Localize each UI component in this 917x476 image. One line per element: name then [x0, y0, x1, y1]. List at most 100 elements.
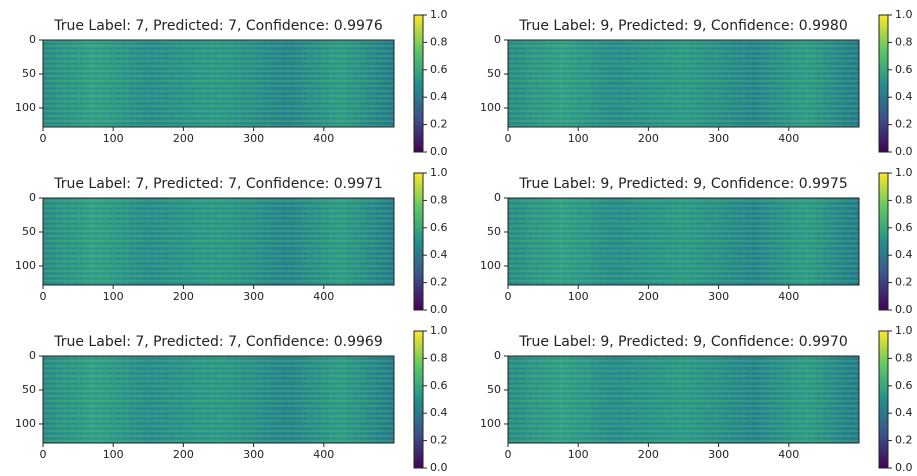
colorbar-frame: [413, 172, 424, 311]
colorbar-tick-label: 0.8: [895, 35, 913, 48]
x-tick-label: 0: [505, 132, 512, 145]
x-tick-label: 200: [173, 290, 194, 303]
colorbar-tick-label: 0.0: [430, 461, 448, 474]
colorbar-tick-label: 0.6: [430, 221, 448, 234]
colorbar-tick-label: 0.6: [895, 221, 913, 234]
x-tick-label: 100: [568, 448, 589, 461]
x-tick-label: 0: [505, 290, 512, 303]
x-tick-label: 400: [778, 448, 799, 461]
x-tick-label: 300: [243, 132, 264, 145]
x-tick-label: 300: [243, 290, 264, 303]
colorbar-tick-label: 0.0: [895, 461, 913, 474]
chart-title: True Label: 9, Predicted: 9, Confidence:…: [518, 176, 848, 192]
colorbar-frame: [878, 172, 889, 311]
plot-frame: [42, 197, 395, 286]
colorbar: [414, 15, 423, 152]
colorbar-tick-label: 0.8: [430, 35, 448, 48]
colorbar-tick-label: 1.0: [430, 8, 448, 21]
plot-frame: [42, 355, 395, 444]
x-tick-label: 400: [313, 132, 334, 145]
x-tick-label: 300: [708, 290, 729, 303]
y-tick-label: 50: [22, 67, 36, 80]
heatmap-texture: [508, 40, 859, 127]
x-tick-label: 100: [103, 290, 124, 303]
colorbar: [879, 173, 888, 310]
chart-title: True Label: 9, Predicted: 9, Confidence:…: [518, 18, 848, 34]
y-tick-label: 50: [22, 383, 36, 396]
colorbar-tick-label: 0.2: [430, 276, 448, 289]
colorbar-tick-label: 0.6: [430, 63, 448, 76]
colorbar-tick-label: 0.0: [430, 145, 448, 158]
colorbar-frame: [413, 14, 424, 153]
colorbar-tick-label: 1.0: [430, 166, 448, 179]
heatmap-texture: [508, 356, 859, 443]
colorbar-frame: [413, 330, 424, 469]
colorbar-frame: [878, 330, 889, 469]
heatmap-texture: [508, 198, 859, 285]
x-tick-label: 0: [40, 290, 47, 303]
x-tick-label: 200: [638, 448, 659, 461]
x-tick-label: 300: [708, 132, 729, 145]
x-tick-label: 100: [103, 448, 124, 461]
plot-frame: [507, 197, 860, 286]
colorbar: [414, 173, 423, 310]
colorbar-tick-label: 0.0: [895, 303, 913, 316]
colorbar-tick-label: 0.6: [895, 63, 913, 76]
colorbar-tick-label: 0.4: [895, 406, 913, 419]
y-tick-label: 100: [15, 101, 36, 114]
chart-title: True Label: 7, Predicted: 7, Confidence:…: [53, 176, 383, 192]
heatmap-texture: [43, 356, 394, 443]
x-tick-label: 300: [708, 448, 729, 461]
plot-frame: [42, 39, 395, 128]
colorbar-tick-label: 0.8: [430, 193, 448, 206]
y-tick-label: 0: [494, 191, 501, 204]
y-tick-label: 100: [480, 259, 501, 272]
y-tick-label: 50: [487, 383, 501, 396]
y-tick-label: 50: [487, 225, 501, 238]
colorbar-tick-label: 0.8: [895, 193, 913, 206]
y-tick-label: 0: [29, 191, 36, 204]
colorbar-tick-label: 0.6: [895, 379, 913, 392]
colorbar-tick-label: 1.0: [895, 166, 913, 179]
colorbar: [879, 331, 888, 468]
x-tick-label: 100: [568, 290, 589, 303]
chart-title: True Label: 7, Predicted: 7, Confidence:…: [53, 18, 383, 34]
y-tick-label: 100: [15, 259, 36, 272]
colorbar-tick-label: 0.8: [430, 351, 448, 364]
colorbar: [879, 15, 888, 152]
y-tick-label: 0: [29, 349, 36, 362]
x-tick-label: 200: [638, 132, 659, 145]
x-tick-label: 0: [505, 448, 512, 461]
x-tick-label: 200: [173, 448, 194, 461]
chart-title: True Label: 9, Predicted: 9, Confidence:…: [518, 334, 848, 350]
x-tick-label: 100: [103, 132, 124, 145]
x-tick-label: 300: [243, 448, 264, 461]
plot-frame: [507, 355, 860, 444]
y-tick-label: 0: [494, 349, 501, 362]
x-tick-label: 400: [778, 132, 799, 145]
colorbar-tick-label: 0.2: [430, 434, 448, 447]
colorbar-tick-label: 0.4: [430, 90, 448, 103]
y-tick-label: 100: [480, 101, 501, 114]
x-tick-label: 200: [173, 132, 194, 145]
x-tick-label: 100: [568, 132, 589, 145]
y-tick-label: 100: [15, 417, 36, 430]
colorbar-tick-label: 0.4: [430, 406, 448, 419]
x-tick-label: 200: [638, 290, 659, 303]
colorbar-tick-label: 1.0: [895, 324, 913, 337]
x-tick-label: 0: [40, 132, 47, 145]
colorbar-frame: [878, 14, 889, 153]
colorbar-tick-label: 0.2: [895, 118, 913, 131]
chart-title: True Label: 7, Predicted: 7, Confidence:…: [53, 334, 383, 350]
colorbar-tick-label: 0.4: [430, 248, 448, 261]
colorbar: [414, 331, 423, 468]
colorbar-tick-label: 0.0: [895, 145, 913, 158]
y-tick-label: 50: [487, 67, 501, 80]
colorbar-tick-label: 0.4: [895, 90, 913, 103]
plot-frame: [507, 39, 860, 128]
heatmap-texture: [43, 40, 394, 127]
colorbar-tick-label: 1.0: [430, 324, 448, 337]
y-tick-label: 0: [494, 33, 501, 46]
x-tick-label: 0: [40, 448, 47, 461]
